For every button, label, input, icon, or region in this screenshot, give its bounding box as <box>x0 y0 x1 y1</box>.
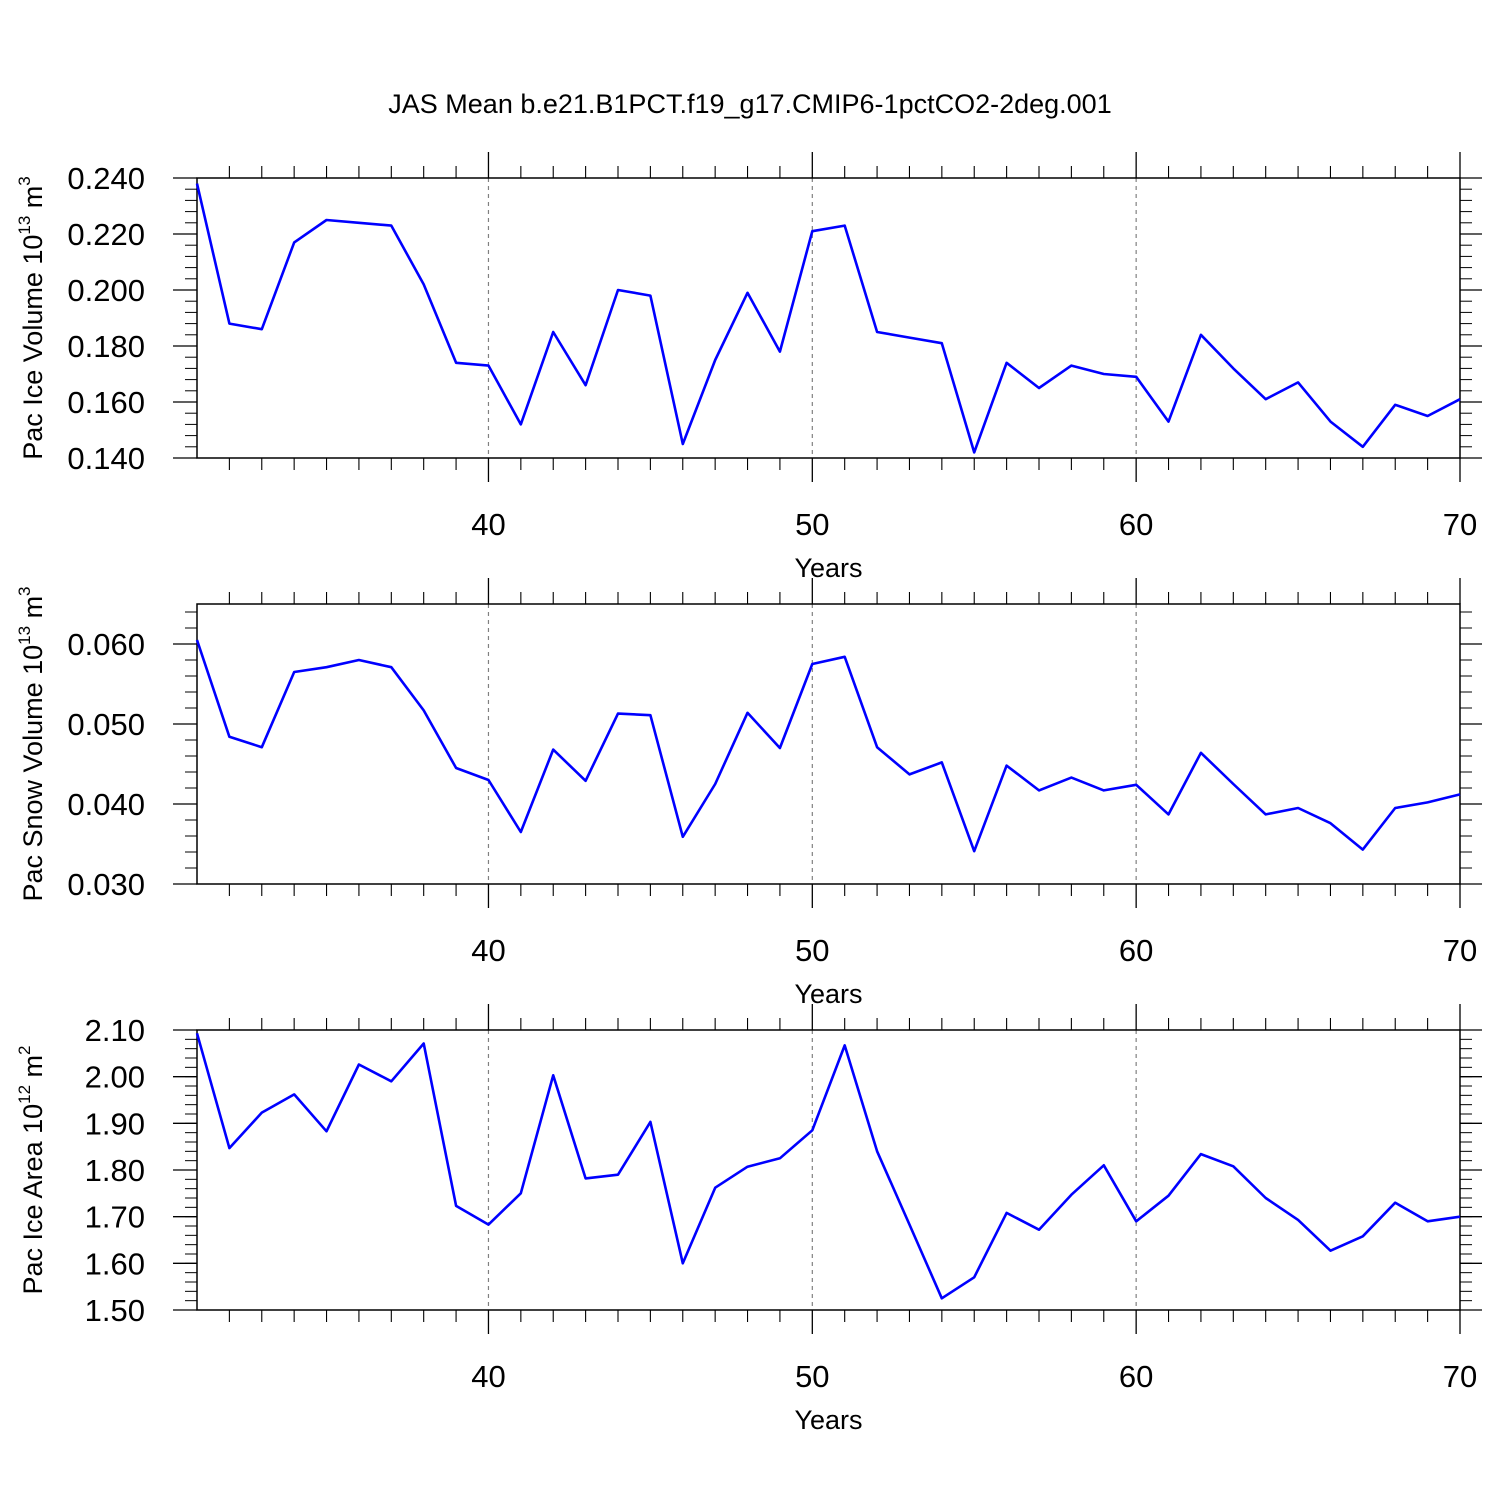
y-axis-title-main: Pac Ice Volume 10 <box>18 235 48 460</box>
plot-frame <box>196 1029 1461 1311</box>
plot-frame <box>196 603 1461 885</box>
y-tick-label: 1.50 <box>85 1293 145 1328</box>
x-axis-title: Years <box>794 1405 862 1435</box>
x-tick-label: 50 <box>795 1359 829 1394</box>
x-tick-label: 40 <box>471 933 505 968</box>
series-line <box>195 639 1461 853</box>
y-axis-title-unit: m <box>18 596 48 626</box>
y-axis-title: Pac Snow Volume 1013 m3 <box>15 586 48 901</box>
chart-title: JAS Mean b.e21.B1PCT.f19_g17.CMIP6-1pctC… <box>388 89 1111 119</box>
x-tick-label: 50 <box>795 507 829 542</box>
x-tick-label: 60 <box>1119 507 1153 542</box>
y-tick-label: 0.160 <box>67 385 145 420</box>
y-tick-label: 2.00 <box>85 1060 145 1095</box>
y-tick-label: 0.220 <box>67 217 145 252</box>
y-axis-title-unit: m <box>18 1055 48 1085</box>
x-tick-label: 40 <box>471 1359 505 1394</box>
series-line <box>195 1032 1461 1300</box>
y-tick-label: 0.180 <box>67 329 145 364</box>
y-axis-title-exponent: 12 <box>15 1085 34 1104</box>
y-tick-label: 0.030 <box>67 867 145 902</box>
x-tick-label: 60 <box>1119 1359 1153 1394</box>
y-tick-label: 0.140 <box>67 441 145 476</box>
y-axis-title-unit-exponent: 3 <box>15 586 34 595</box>
panel-2: 0.030 0.040 0.050 0.060 40 50 60 70 Years Pac Sno… <box>15 578 1482 1009</box>
x-tick-label: 40 <box>471 507 505 542</box>
panel-1: 0.140 0.160 0.180 0.200 0.220 0.240 40 50 60 70 Ye… <box>15 152 1482 583</box>
series-line <box>195 183 1461 454</box>
y-axis-title: Pac Ice Volume 1013 m3 <box>15 176 48 460</box>
y-axis-title-unit-exponent: 2 <box>15 1045 34 1054</box>
y-axis-title-exponent: 13 <box>15 216 34 235</box>
x-tick-label: 70 <box>1443 1359 1477 1394</box>
x-tick-label: 70 <box>1443 933 1477 968</box>
y-tick-label: 0.240 <box>67 161 145 196</box>
x-tick-label: 60 <box>1119 933 1153 968</box>
y-axis-title-main: Pac Snow Volume 10 <box>18 645 48 902</box>
y-tick-label: 0.050 <box>67 707 145 742</box>
y-tick-label: 1.80 <box>85 1153 145 1188</box>
y-axis-title-exponent: 13 <box>15 626 34 645</box>
y-tick-label: 0.060 <box>67 627 145 662</box>
y-tick-label: 0.200 <box>67 273 145 308</box>
panel-3: 1.50 1.60 1.70 1.80 1.90 2.00 2.10 40 50 60 70 Year… <box>15 1004 1482 1435</box>
y-axis-title-unit: m <box>18 186 48 216</box>
x-tick-label: 50 <box>795 933 829 968</box>
y-axis-title-unit-exponent: 3 <box>15 176 34 185</box>
y-tick-label: 1.60 <box>85 1246 145 1281</box>
y-axis-title-main: Pac Ice Area 10 <box>18 1104 48 1295</box>
y-tick-label: 0.040 <box>67 787 145 822</box>
y-tick-label: 1.90 <box>85 1106 145 1141</box>
plot-frame <box>196 177 1461 459</box>
x-tick-label: 70 <box>1443 507 1477 542</box>
y-tick-label: 2.10 <box>85 1013 145 1048</box>
x-axis-title: Years <box>794 553 862 583</box>
y-axis-title: Pac Ice Area 1012 m2 <box>15 1045 48 1294</box>
x-axis-title: Years <box>794 979 862 1009</box>
y-tick-label: 1.70 <box>85 1200 145 1235</box>
